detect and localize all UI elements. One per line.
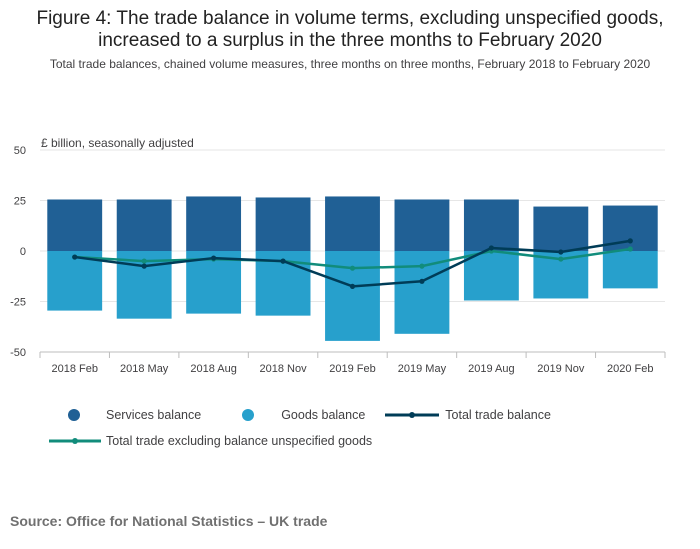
chart-subtitle: Total trade balances, chained volume mea… xyxy=(49,57,651,71)
y-tick-label: -50 xyxy=(10,347,26,359)
bar-goods xyxy=(602,251,658,289)
x-tick-label: 2018 May xyxy=(120,363,169,375)
bar-goods xyxy=(463,251,519,301)
y-tick-label: 25 xyxy=(14,196,26,208)
x-tick-label: 2018 Aug xyxy=(190,363,237,375)
y-tick-label: -25 xyxy=(10,297,26,309)
x-tick-label: 2019 May xyxy=(398,363,447,375)
point-total-trade-balance xyxy=(72,254,78,260)
point-total-excl-unspecified xyxy=(558,256,564,262)
bar-services xyxy=(394,199,450,251)
bar-services xyxy=(255,197,311,251)
legend-label-services: Services balance xyxy=(106,408,202,422)
point-total-trade-balance xyxy=(211,255,217,261)
legend-label-total: Total trade balance xyxy=(445,408,551,422)
point-total-excl-unspecified xyxy=(419,263,425,269)
x-tick-label: 2018 Nov xyxy=(260,363,308,375)
bar-services xyxy=(186,196,242,251)
point-total-excl-unspecified xyxy=(349,265,356,271)
x-tick-label: 2019 Feb xyxy=(329,363,375,375)
source-note: Source: Office for National Statistics –… xyxy=(10,513,328,529)
point-total-trade-balance xyxy=(280,258,286,264)
y-tick-label: 50 xyxy=(14,145,26,157)
point-total-excl-unspecified xyxy=(141,258,147,264)
trade-balance-chart: 50 25 0 -25 -50 2018 Feb 2018 May 2018 Aug 2018 … xyxy=(10,145,666,375)
x-tick-label: 2019 Nov xyxy=(537,363,585,375)
legend-row-1: Services balance Goods balance Total tra… xyxy=(68,408,551,422)
goods-swatch-icon xyxy=(242,409,255,421)
bar-services xyxy=(463,199,519,251)
chart-title-line-1: Figure 4: The trade balance in volume te… xyxy=(36,8,664,29)
point-total-trade-balance xyxy=(488,245,494,251)
y-axis-unit-label: £ billion, seasonally adjusted xyxy=(41,136,194,150)
point-total-trade-balance xyxy=(141,263,147,269)
legend-row-2: Total trade excluding balance unspecifie… xyxy=(49,434,372,448)
x-tick-label: 2019 Aug xyxy=(468,363,515,375)
total-excl-line-swatch-icon xyxy=(49,438,101,444)
legend-label-goods: Goods balance xyxy=(281,408,366,422)
chart-title: Figure 4: The trade balance in volume te… xyxy=(0,8,700,52)
point-total-trade-balance xyxy=(558,249,564,255)
y-tick-label: 0 xyxy=(20,246,26,258)
legend-item-services[interactable]: Services balance xyxy=(68,408,201,422)
services-swatch-icon xyxy=(68,409,80,421)
x-tick-label: 2020 Feb xyxy=(607,363,653,375)
point-total-trade-balance xyxy=(349,283,356,289)
point-total-trade-balance xyxy=(627,238,633,244)
legend-item-total[interactable]: Total trade balance xyxy=(385,408,551,422)
total-line-swatch-icon xyxy=(385,412,440,418)
bar-goods xyxy=(325,251,380,341)
bar-services xyxy=(47,199,103,251)
legend-item-goods[interactable]: Goods balance xyxy=(242,408,365,422)
legend-item-total-excl[interactable]: Total trade excluding balance unspecifie… xyxy=(49,434,372,448)
point-total-excl-unspecified xyxy=(627,246,633,252)
bar-services xyxy=(325,196,380,251)
bar-goods xyxy=(394,251,450,334)
legend-label-total-excl: Total trade excluding balance unspecifie… xyxy=(106,434,373,448)
bar-services xyxy=(116,199,172,251)
chart-title-line-2: increased to a surplus in the three mont… xyxy=(98,30,602,51)
x-tick-label: 2018 Feb xyxy=(51,363,97,375)
bar-services xyxy=(533,206,589,251)
point-total-trade-balance xyxy=(419,278,425,284)
bar-goods xyxy=(47,251,103,311)
